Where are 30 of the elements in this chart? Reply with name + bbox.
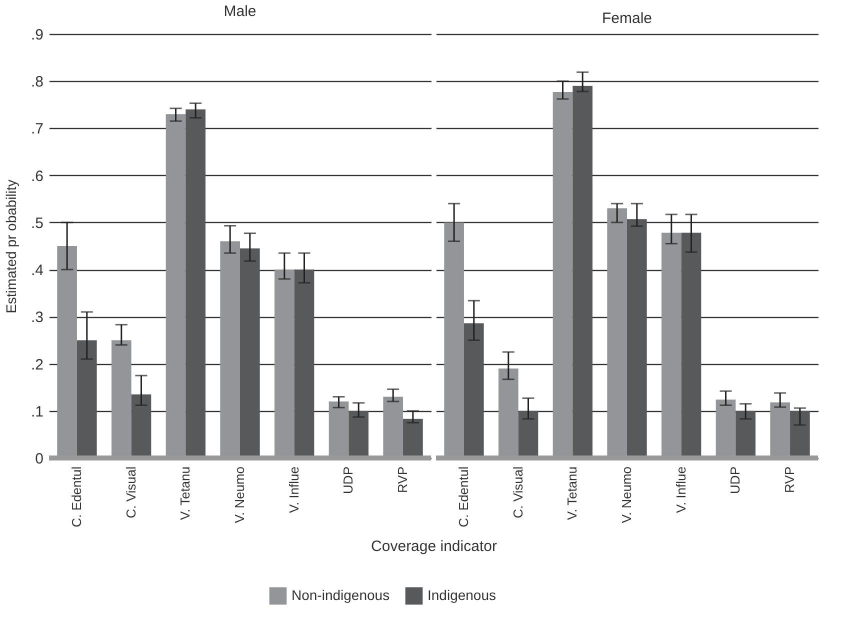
y-tick-label: .7 bbox=[30, 120, 44, 138]
x-tick-label: C. Edentul bbox=[456, 466, 471, 528]
y-tick-label: .2 bbox=[30, 356, 44, 374]
x-tick-label: C. Visual bbox=[510, 466, 526, 518]
x-tick-label: UDP bbox=[728, 466, 743, 494]
x-axis-title: Coverage indicator bbox=[371, 538, 497, 556]
x-tick-label: V. Neumo bbox=[232, 466, 247, 524]
x-tick-label: C. Edentul bbox=[68, 466, 84, 528]
y-tick-label: 0 bbox=[35, 450, 44, 468]
x-tick-label: C. Visual bbox=[123, 466, 138, 518]
x-tick-label: RVP bbox=[395, 466, 410, 493]
y-tick-label: .8 bbox=[30, 74, 44, 91]
x-tick-label: UDP bbox=[340, 466, 356, 494]
y-tick-label: .3 bbox=[30, 309, 44, 326]
y-tick-label: .9 bbox=[30, 26, 44, 44]
x-tick-label: V. Influe bbox=[286, 466, 302, 514]
x-tick-label: V. Influe bbox=[673, 466, 688, 514]
y-tick-label: .4 bbox=[30, 262, 44, 280]
x-tick-label: RVP bbox=[782, 466, 798, 493]
y-axis-title: Estimated pr obability bbox=[2, 180, 19, 314]
legend-label: Indigenous bbox=[428, 586, 496, 603]
x-tick-label: V. Tetanu bbox=[564, 466, 580, 520]
y-tick-label: .1 bbox=[30, 403, 44, 420]
y-tick-label: .6 bbox=[30, 168, 44, 185]
x-tick-label: V. Tetanu bbox=[178, 466, 193, 520]
chart-title: Male bbox=[224, 3, 256, 20]
legend-label: Non-indigenous bbox=[292, 586, 390, 603]
y-tick-label: .5 bbox=[30, 214, 44, 232]
chart-title: Female bbox=[602, 10, 652, 27]
x-tick-label: V. Neumo bbox=[619, 466, 634, 524]
